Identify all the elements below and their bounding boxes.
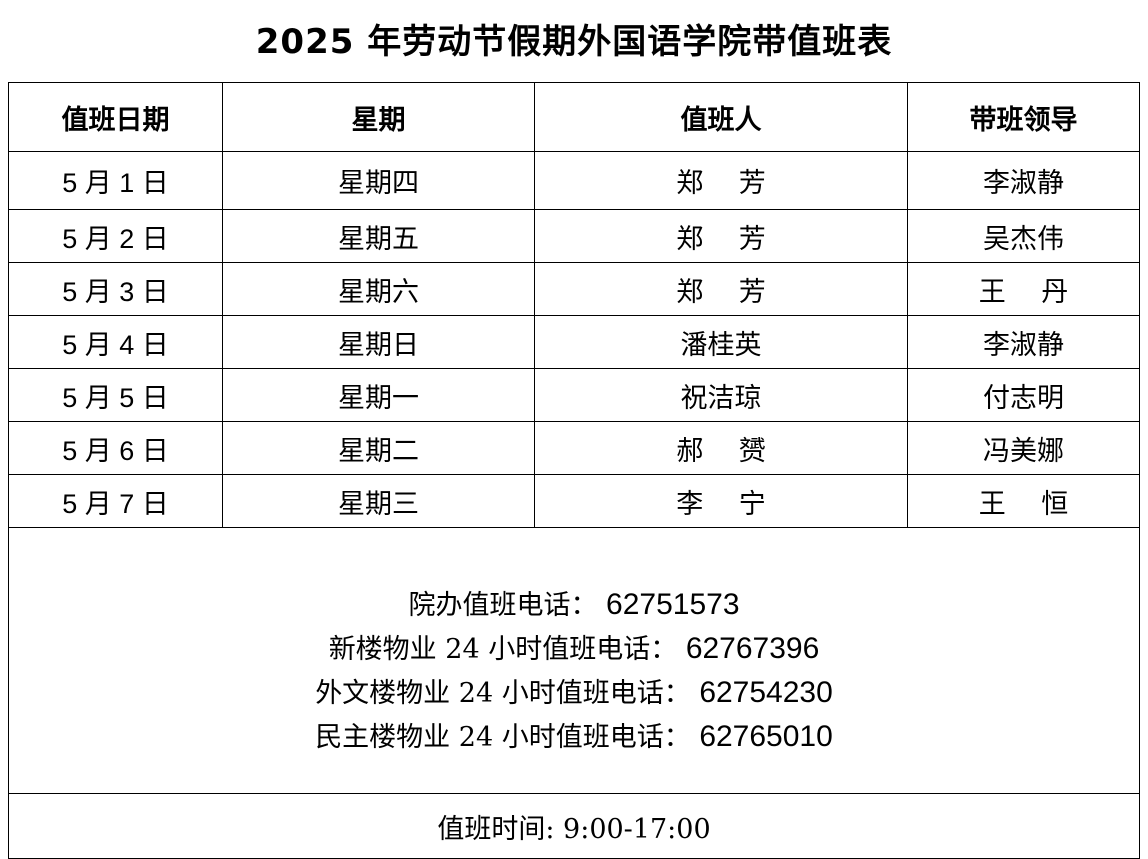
header-leader: 带班领导 (907, 82, 1140, 152)
table-row: 5 月 2 日星期五郑 芳吴杰伟 (8, 209, 1140, 263)
date-cell: 5 月 3 日 (8, 262, 223, 316)
phone-label: 民主楼物业 24 小时值班电话： (315, 721, 691, 753)
date-cell: 5 月 4 日 (8, 315, 223, 369)
phone-label: 院办值班电话： (408, 589, 598, 621)
phone-info-row: 院办值班电话： 62751573 新楼物业 24 小时值班电话： 62767396… (8, 527, 1140, 794)
header-duty: 值班人 (534, 82, 908, 152)
weekday-cell: 星期四 (222, 151, 535, 210)
table-row: 5 月 7 日星期三李 宁王 恒 (8, 474, 1140, 528)
phone-line: 院办值班电话： 62751573 (9, 583, 1139, 627)
header-weekday: 星期 (222, 82, 535, 152)
weekday-cell: 星期一 (222, 368, 535, 422)
phone-number: 62751573 (606, 587, 740, 621)
phone-label: 外文楼物业 24 小时值班电话： (315, 677, 691, 709)
phone-info: 院办值班电话： 62751573 新楼物业 24 小时值班电话： 62767396… (8, 527, 1140, 794)
duty-person-cell: 李 宁 (534, 474, 908, 528)
weekday-cell: 星期六 (222, 262, 535, 316)
duty-person-cell: 郑 芳 (534, 209, 908, 263)
header-date: 值班日期 (8, 82, 223, 152)
date-cell: 5 月 1 日 (8, 151, 223, 210)
phone-line: 外文楼物业 24 小时值班电话： 62754230 (9, 671, 1139, 715)
leader-cell: 冯美娜 (907, 421, 1140, 475)
duty-time-row: 值班时间: 9:00-17:00 (8, 793, 1140, 859)
phone-number: 62767396 (685, 631, 820, 665)
phone-label: 新楼物业 24 小时值班电话： (328, 633, 678, 665)
leader-cell: 李淑静 (907, 151, 1140, 210)
table-row: 5 月 3 日星期六郑 芳王 丹 (8, 262, 1140, 316)
weekday-cell: 星期日 (222, 315, 535, 369)
date-cell: 5 月 2 日 (8, 209, 223, 263)
page-title: 2025 年劳动节假期外国语学院带值班表 (255, 22, 893, 62)
leader-cell: 吴杰伟 (907, 209, 1140, 263)
duty-person-cell: 郑 芳 (534, 262, 908, 316)
date-cell: 5 月 6 日 (8, 421, 223, 475)
phone-line: 民主楼物业 24 小时值班电话： 62765010 (9, 715, 1139, 759)
date-cell: 5 月 7 日 (8, 474, 223, 528)
leader-cell: 王 恒 (907, 474, 1140, 528)
leader-cell: 付志明 (907, 368, 1140, 422)
duty-person-cell: 潘桂英 (534, 315, 908, 369)
phone-number: 62765010 (699, 719, 833, 753)
duty-person-cell: 郝 赟 (534, 421, 908, 475)
weekday-cell: 星期二 (222, 421, 535, 475)
table-row: 5 月 5 日星期一 祝洁琼 付志明 (8, 368, 1140, 422)
phone-line: 新楼物业 24 小时值班电话： 62767396 (9, 627, 1139, 671)
duty-person-cell: 祝洁琼 (534, 368, 908, 422)
weekday-cell: 星期三 (222, 474, 535, 528)
weekday-cell: 星期五 (222, 209, 535, 263)
date-cell: 5 月 5 日 (8, 368, 223, 422)
table-row: 5 月 6 日星期二郝 赟冯美娜 (8, 421, 1140, 475)
table-row: 5 月 1 日星期四郑 芳李淑静 (8, 151, 1140, 210)
leader-cell: 李淑静 (907, 315, 1140, 369)
leader-cell: 王 丹 (907, 262, 1140, 316)
table-header-row: 值班日期 星期 值班人 带班领导 (8, 82, 1140, 152)
duty-table: 值班日期 星期 值班人 带班领导 5 月 1 日星期四郑 芳李淑静 5 月 2 日… (8, 82, 1140, 859)
phone-number: 62754230 (699, 675, 833, 709)
table-row: 5 月 4 日星期日 潘桂英 李淑静 (8, 315, 1140, 369)
duty-person-cell: 郑 芳 (534, 151, 908, 210)
duty-time: 值班时间: 9:00-17:00 (8, 793, 1140, 859)
